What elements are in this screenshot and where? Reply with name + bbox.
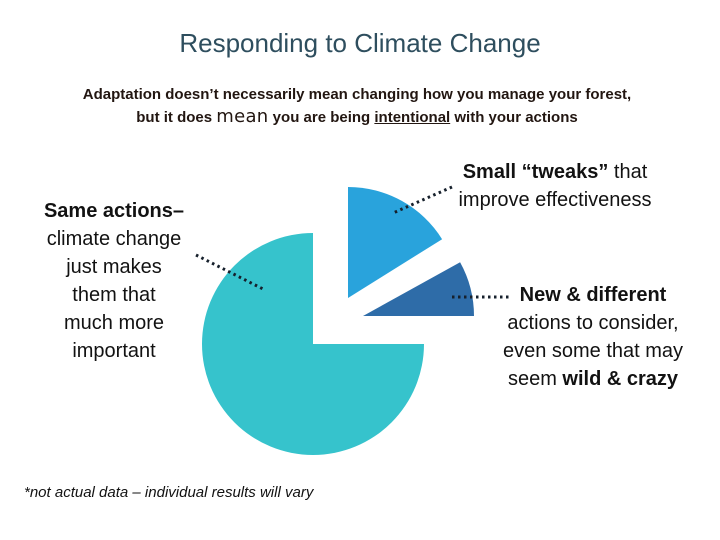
callout-line: climate change [14,225,214,253]
callout-line: seem wild & crazy [443,365,720,393]
text-segment: that [608,161,648,183]
text-segment: important [72,340,156,362]
footnote: *not actual data – individual results wi… [24,484,314,501]
text-segment: just makes [66,256,162,278]
text-segment: but it does [136,109,217,126]
callout-line: just makes [14,253,214,281]
callout-same-actions: Same actions– climate change just makes the… [14,197,214,365]
text-segment: wild & crazy [562,368,679,390]
callout-new-different: New & different actions to consider, even … [443,281,720,393]
pie-slice-1 [348,187,443,298]
pie-slice-2 [363,262,474,316]
text-segment: much more [63,312,165,334]
text-segment: actions to consider, [507,312,679,334]
callout-line: New & different [443,281,720,309]
text-segment: with your actions [450,109,578,126]
text-segment: seem [507,368,563,390]
text-segment: New & different [519,284,667,306]
slide-subtitle: Adaptation doesn’t necessarily mean chan… [0,84,714,129]
callout-line: much more [14,309,214,337]
callout-line: actions to consider, [443,309,720,337]
pie-slice-0 [202,233,424,455]
text-segment: improve effectiveness [458,189,652,211]
callout-line: even some that may [443,337,720,365]
callout-line: improve effectiveness [405,186,705,214]
text-segment: them that [72,284,156,306]
subtitle-line-1: Adaptation doesn’t necessarily mean chan… [0,84,714,106]
callout-line: Small “tweaks” that [405,158,705,186]
text-segment: climate change [46,228,182,250]
callout-line: Same actions– [14,197,214,225]
text-segment: even some that may [502,340,684,362]
slide-title: Responding to Climate Change [179,28,541,58]
callout-line: important [14,337,214,365]
text-segment: intentional [374,109,451,126]
text-segment: Adaptation doesn’t necessarily mean chan… [82,86,632,103]
callout-small-tweaks: Small “tweaks” that improve effectiveness [405,158,705,214]
leader-line-0 [195,253,264,291]
text-segment: Same actions– [43,200,185,222]
text-segment: Small “tweaks” [462,161,609,183]
callout-line: them that [14,281,214,309]
text-segment: you are being [268,109,375,126]
leader-line-1 [392,185,453,215]
text-segment: mean [216,106,269,127]
subtitle-line-2: but it does mean you are being intention… [0,106,714,129]
